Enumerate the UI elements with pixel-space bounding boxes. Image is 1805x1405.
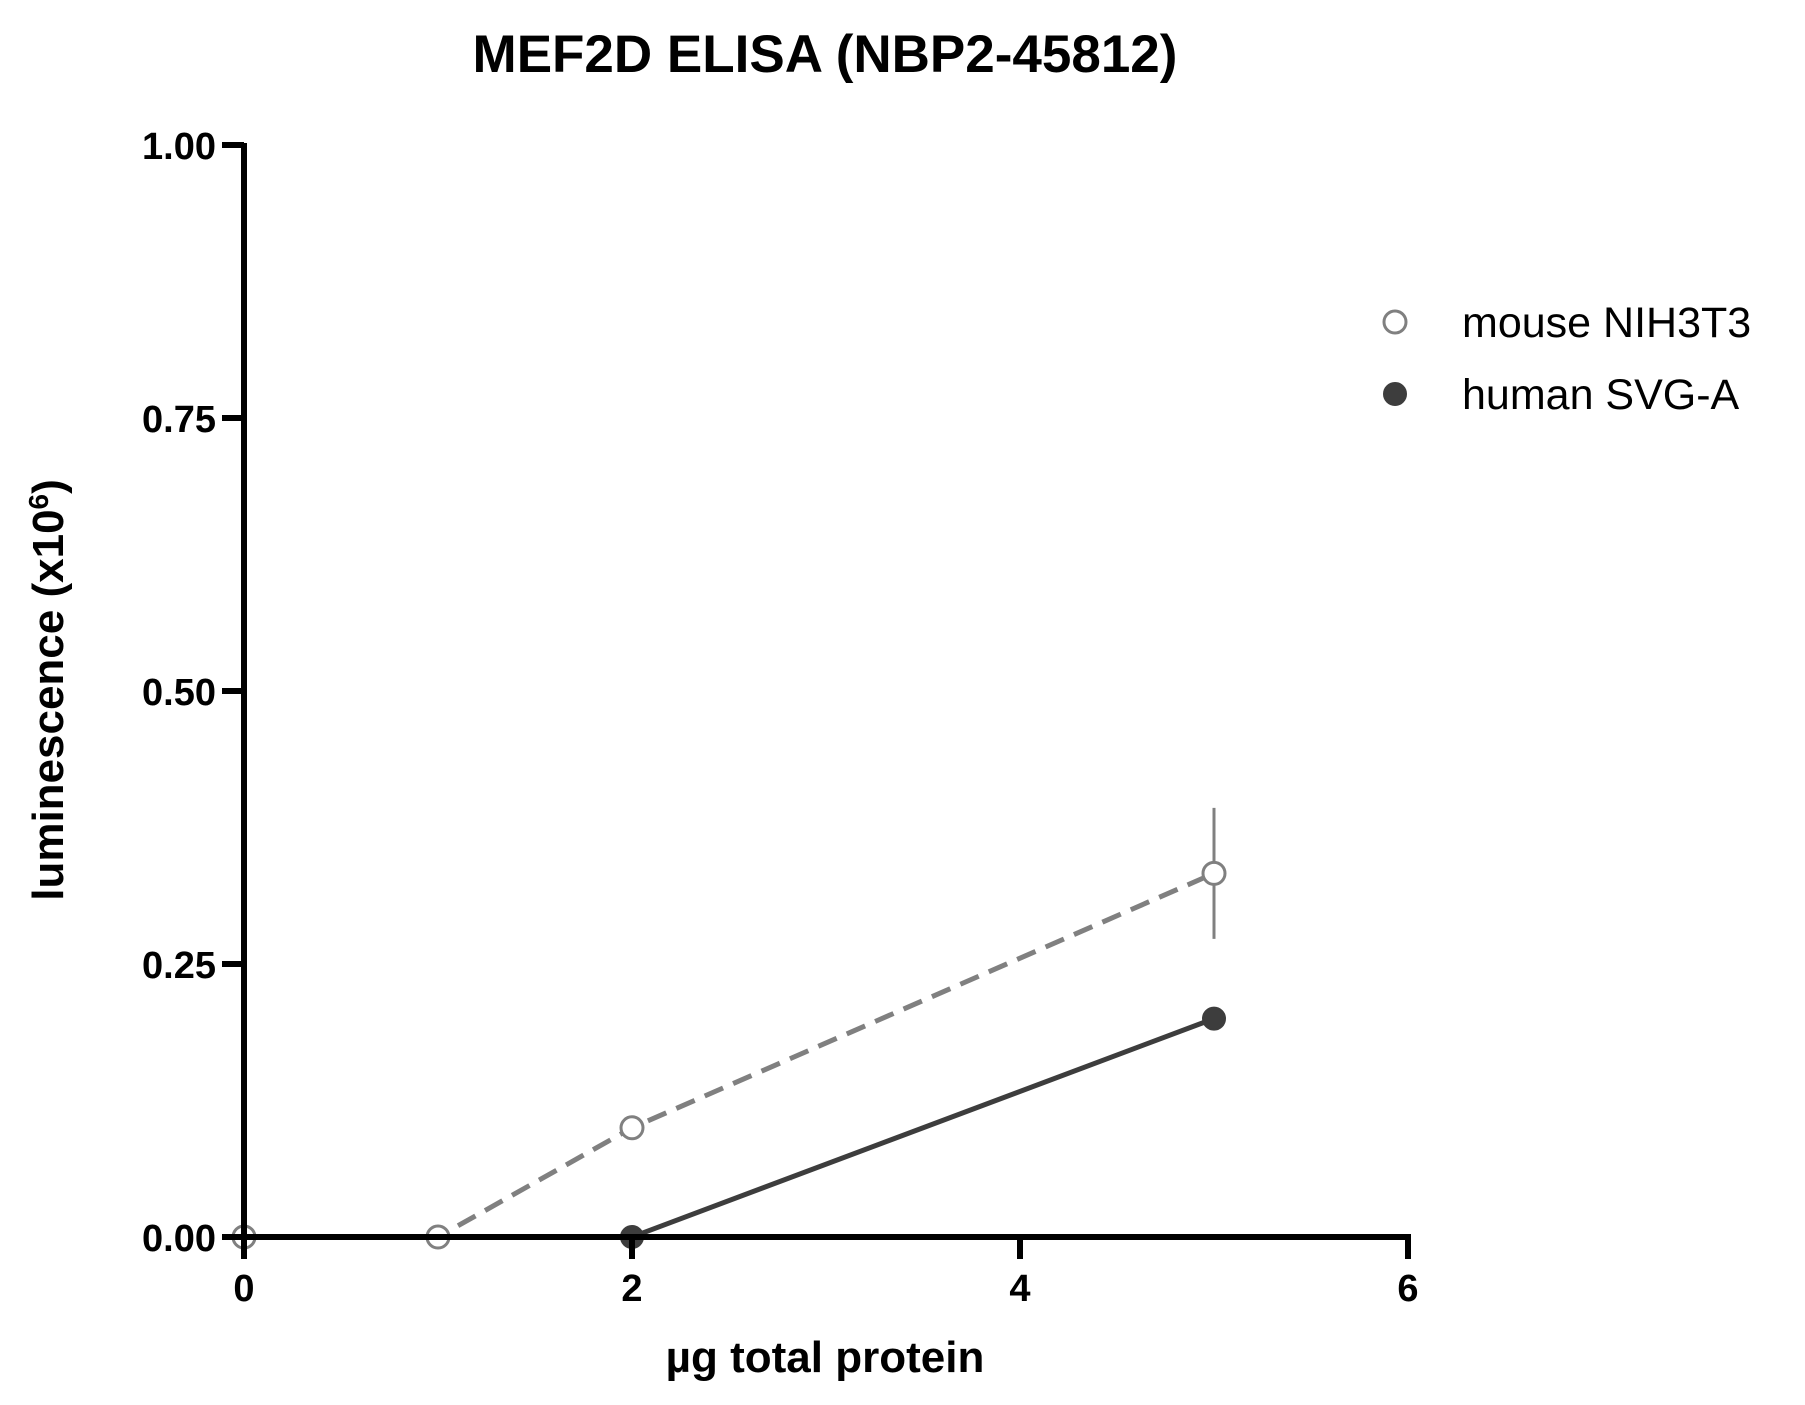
y-axis-label-superscript: 6 <box>23 494 54 510</box>
data-point <box>1201 860 1227 886</box>
legend: mouse NIH3T3 human SVG-A <box>1382 299 1751 419</box>
x-tick-label: 0 <box>233 1268 254 1310</box>
y-tick-label: 1.00 <box>142 126 216 168</box>
legend-label: mouse NIH3T3 <box>1462 299 1751 347</box>
x-tick-label: 2 <box>621 1268 642 1310</box>
y-tick-label: 0.00 <box>142 1218 216 1260</box>
y-tick-label: 0.75 <box>142 399 216 441</box>
ticks: 0.00 0.25 0.50 0.75 1.00 0 2 4 6 <box>142 126 1419 1310</box>
data-point <box>619 1115 645 1141</box>
x-tick-label: 4 <box>1009 1268 1030 1310</box>
legend-marker <box>1382 309 1408 335</box>
series-line <box>244 1016 1215 1240</box>
y-tick-label: 0.50 <box>142 672 216 714</box>
x-axis-label: µg total protein <box>666 1333 985 1382</box>
y-axis-label-main: luminescence (x10 <box>24 509 73 900</box>
plot-series <box>231 807 1227 1250</box>
data-point <box>1202 1006 1226 1031</box>
y-axis-label: luminescence (x106) <box>23 479 74 901</box>
legend-marker <box>1383 382 1407 406</box>
legend-label: human SVG-A <box>1462 371 1740 419</box>
x-tick-label: 6 <box>1397 1268 1418 1310</box>
y-tick-label: 0.25 <box>142 945 216 987</box>
series-line <box>244 871 1216 1240</box>
chart-title: MEF2D ELISA (NBP2-45812) <box>473 25 1178 84</box>
axes <box>241 143 1411 1241</box>
y-axis-label-close: ) <box>24 479 73 494</box>
